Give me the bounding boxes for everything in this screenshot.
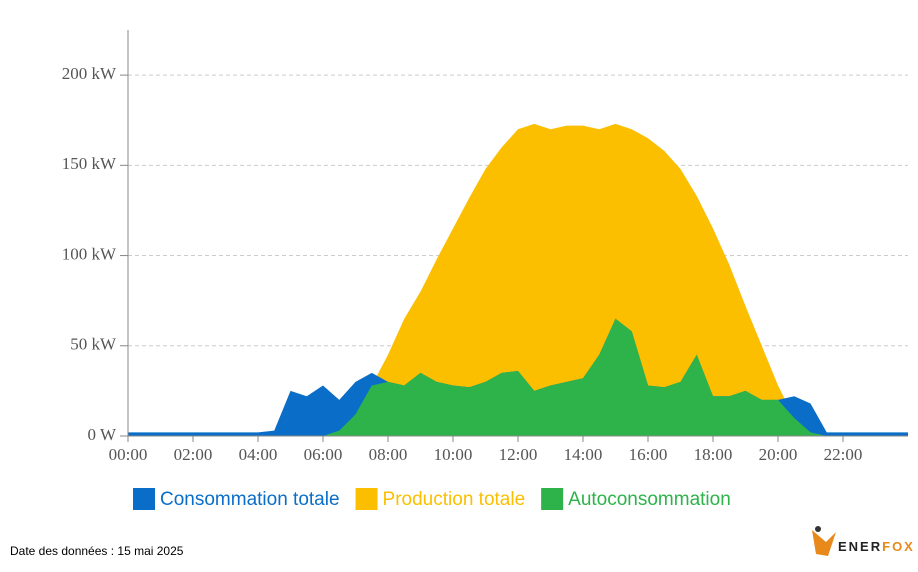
x-tick-label: 18:00 [694, 445, 733, 464]
logo-part: ENER [838, 539, 882, 554]
legend-swatch [355, 488, 378, 510]
x-tick-label: 08:00 [369, 445, 408, 464]
area [128, 318, 908, 436]
x-tick-label: 02:00 [174, 445, 213, 464]
x-tick-label: 22:00 [824, 445, 863, 464]
logo-icon [812, 530, 836, 556]
logo-dot [815, 526, 821, 532]
x-tick-label: 16:00 [629, 445, 668, 464]
legend-label: Production totale [383, 489, 526, 510]
x-tick-label: 06:00 [304, 445, 343, 464]
logo-part: FOX [882, 539, 915, 554]
legend-swatch [133, 488, 155, 510]
footnote: Date des données : 15 mai 2025 [10, 544, 184, 558]
legend-swatch [541, 488, 564, 510]
x-tick-label: 04:00 [239, 445, 278, 464]
y-tick-label: 50 kW [70, 335, 117, 354]
x-tick-label: 14:00 [564, 445, 603, 464]
legend-label: Autoconsommation [568, 489, 731, 510]
legend-label: Consommation totale [160, 489, 340, 510]
y-tick-label: 200 kW [62, 64, 117, 83]
logo: ENERFOX [812, 526, 915, 556]
logo-text: ENERFOX [838, 539, 915, 554]
x-tick-label: 12:00 [499, 445, 538, 464]
x-tick-label: 20:00 [759, 445, 798, 464]
x-tick-label: 10:00 [434, 445, 473, 464]
y-tick-label: 0 W [88, 425, 117, 444]
x-tick-label: 00:00 [109, 445, 148, 464]
y-tick-label: 100 kW [62, 244, 117, 263]
y-tick-label: 150 kW [62, 154, 117, 173]
area [128, 123, 908, 436]
